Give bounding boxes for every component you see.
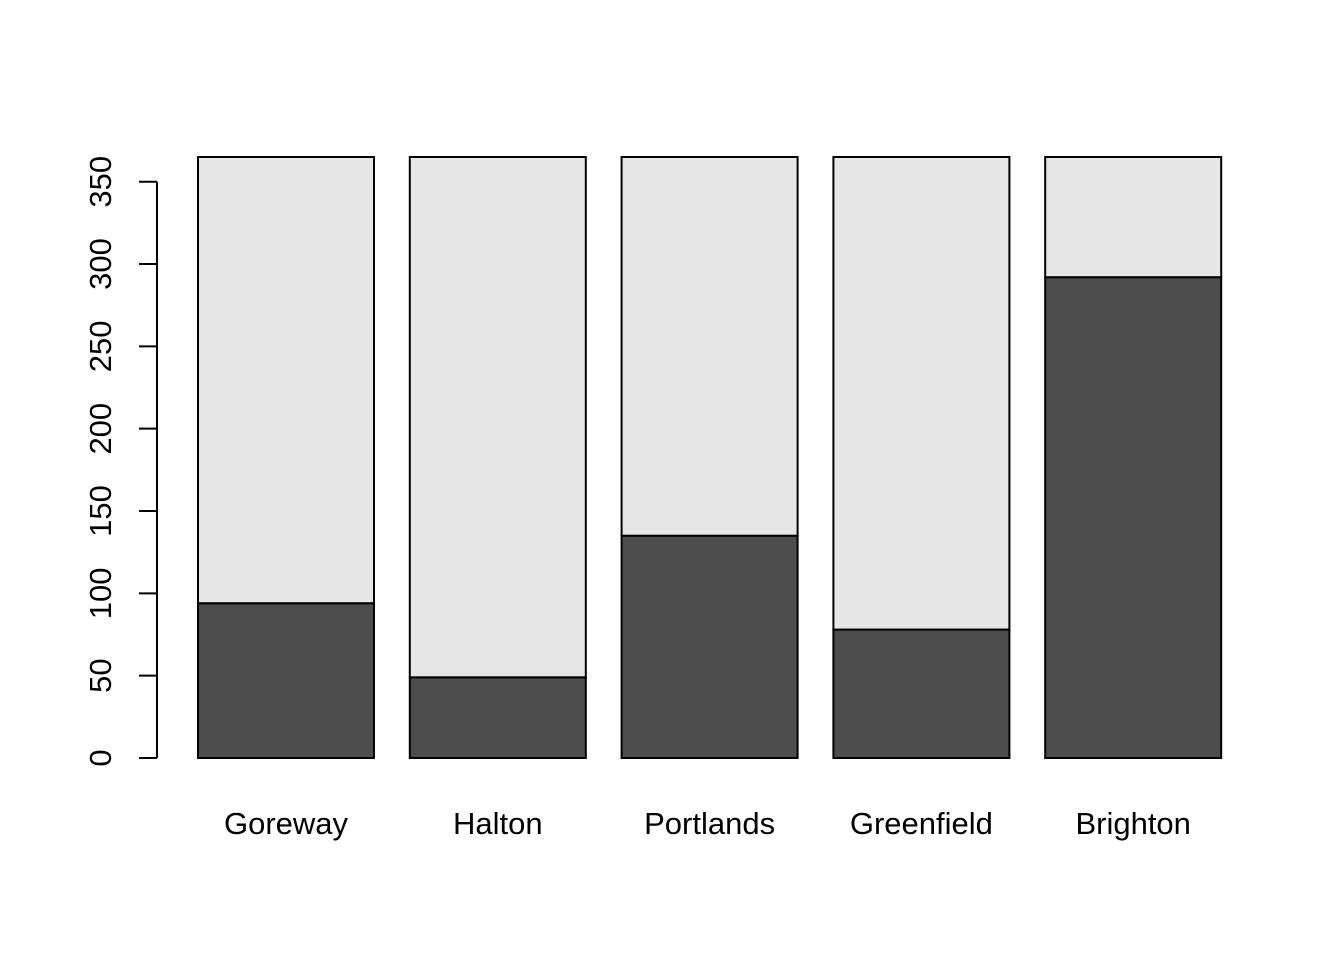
y-tick-label: 100 [83, 567, 118, 619]
x-tick-label: Goreway [224, 806, 349, 841]
bar-brighton-segment-1 [1044, 276, 1223, 759]
bar-portlands-segment-1 [620, 534, 799, 760]
bar-halton-segment-1 [408, 676, 587, 759]
bar-goreway-segment-1 [197, 602, 375, 759]
bar-greenfield-segment-1 [832, 628, 1011, 760]
bar-goreway-segment-2 [197, 156, 375, 605]
x-axis-labels: Goreway Halton Portlands Greenfield Brighton [224, 806, 1191, 841]
y-tick-label: 0 [83, 749, 118, 766]
x-tick-label: Halton [453, 806, 543, 841]
y-tick-label: 200 [83, 403, 118, 455]
y-tick-label: 350 [83, 156, 118, 208]
x-tick-label: Greenfield [850, 806, 993, 841]
y-tick-label: 300 [83, 238, 118, 290]
bars-group [197, 156, 1223, 760]
bar-brighton-segment-2 [1044, 156, 1223, 279]
x-tick-label: Brighton [1075, 806, 1190, 841]
bar-halton-segment-2 [408, 156, 587, 679]
bar-portlands-segment-2 [620, 156, 799, 537]
y-tick-label: 250 [83, 320, 118, 372]
bar-greenfield-segment-2 [832, 156, 1011, 631]
y-tick-label: 150 [83, 485, 118, 537]
y-tick-label: 50 [83, 658, 118, 692]
x-tick-label: Portlands [644, 806, 775, 841]
y-axis: 0 50 100 150 200 250 300 350 [83, 156, 158, 767]
